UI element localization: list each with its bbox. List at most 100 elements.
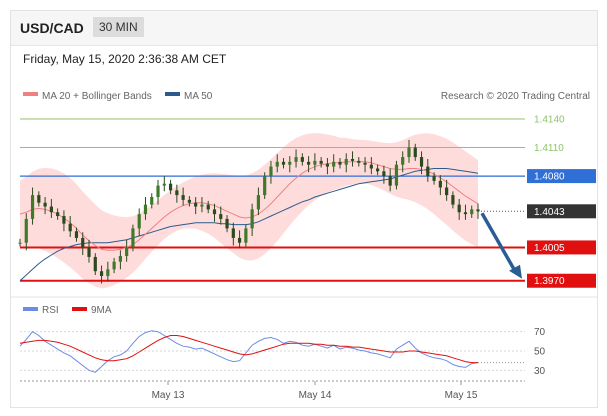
candle-body	[168, 183, 173, 191]
candle-body	[194, 202, 198, 207]
candle-body	[419, 157, 424, 167]
candle-body	[388, 176, 392, 186]
candle-body	[470, 209, 474, 215]
candle-body	[307, 161, 311, 165]
candle-body	[125, 247, 129, 256]
rsi-tick-label: 30	[534, 366, 546, 377]
candle-body	[438, 180, 442, 188]
candle-body	[49, 206, 53, 213]
level-label: 1.4080	[534, 172, 565, 183]
timeframe-badge[interactable]: 30 MIN	[93, 17, 144, 37]
candle-body	[143, 204, 148, 215]
candle-body	[156, 185, 160, 198]
candle-body	[68, 223, 72, 232]
candle-body	[432, 176, 436, 181]
candle-body	[338, 161, 342, 165]
candle-body	[175, 190, 179, 196]
candle-body	[325, 163, 330, 167]
bollinger-band	[20, 133, 478, 289]
candle-body	[93, 256, 97, 272]
ma50-legend-swatch	[165, 92, 180, 96]
level-label-bg	[527, 240, 596, 255]
x-tick-label: May 15	[445, 390, 478, 401]
candle-body	[250, 209, 254, 229]
candle-body	[200, 204, 204, 207]
candle-body	[426, 166, 430, 177]
ma50-line	[19, 168, 479, 282]
chart-widget: USD/CAD 30 MIN Friday, May 15, 2020 2:36…	[10, 10, 598, 408]
candle-body	[369, 164, 373, 169]
candle-body	[407, 147, 411, 158]
rsi-legend-swatch	[23, 307, 38, 311]
candle-body	[43, 202, 47, 207]
candle-body	[445, 187, 449, 196]
candle-body	[332, 161, 336, 167]
candle-body	[269, 166, 273, 177]
candle-body	[131, 228, 135, 248]
candle-body	[413, 147, 417, 158]
candle-body	[74, 231, 79, 238]
ma50-legend-label: MA 50	[184, 91, 213, 102]
candle-body	[294, 157, 298, 162]
candle-body	[181, 195, 185, 200]
candle-body	[206, 204, 210, 210]
x-tick-label: May 14	[299, 390, 332, 401]
candle-body	[231, 228, 235, 238]
candle-body	[56, 212, 60, 217]
candle-body	[225, 218, 229, 229]
candle-body	[363, 162, 367, 165]
candle-body	[99, 271, 104, 276]
research-credit: Research © 2020 Trading Central	[441, 91, 590, 102]
chart-datetime: Friday, May 15, 2020 2:36:38 AM CET	[23, 52, 227, 66]
candle-body	[463, 212, 468, 215]
candle-body	[401, 157, 405, 165]
candle-body	[313, 160, 317, 165]
candle-body	[256, 195, 261, 210]
level-label: 1.4043	[534, 207, 565, 218]
candle-body	[81, 237, 85, 248]
candle-body	[18, 242, 22, 244]
candle-body	[476, 209, 480, 212]
candle-body	[357, 160, 361, 163]
candle-body	[137, 214, 141, 229]
candle-body	[244, 228, 248, 243]
ma20-line	[19, 161, 479, 251]
candle-body	[237, 237, 242, 243]
candle-body	[162, 183, 166, 186]
candle-body	[263, 176, 267, 196]
rsi-tick-label: 70	[534, 327, 546, 338]
candle-body	[275, 161, 279, 167]
candle-body	[344, 158, 348, 165]
rsi-line	[19, 330, 479, 373]
candle-body	[394, 164, 399, 186]
rsi-ma-line	[19, 335, 478, 364]
candle-body	[30, 195, 35, 219]
candle-body	[281, 161, 286, 165]
rsi-legend-label: RSI	[42, 305, 59, 316]
candle-body	[118, 256, 122, 262]
level-label: 1.4110	[534, 143, 564, 154]
level-label-bg	[527, 273, 596, 288]
currency-pair-title: USD/CAD	[20, 20, 84, 36]
candle-body	[112, 261, 116, 270]
level-label-bg	[527, 169, 596, 184]
candle-body	[382, 171, 386, 177]
candle-body	[451, 195, 455, 205]
candle-body	[150, 197, 154, 205]
candle-body	[350, 158, 355, 161]
ma20-legend-label: MA 20 + Bollinger Bands	[42, 91, 152, 102]
candle-body	[37, 195, 41, 203]
chart-header: USD/CAD 30 MIN	[11, 11, 597, 46]
level-label: 1.4140	[534, 115, 565, 126]
candle-body	[212, 209, 217, 215]
candle-body	[62, 216, 66, 224]
forecast-arrow-shaft	[480, 212, 518, 274]
rsi-ma-legend-label: 9MA	[91, 305, 112, 316]
candle-body	[457, 204, 461, 213]
candle-body	[288, 161, 292, 165]
x-tick-label: May 13	[152, 390, 185, 401]
candle-body	[300, 157, 304, 162]
candle-body	[319, 160, 323, 164]
ma20-legend-swatch	[23, 92, 38, 96]
